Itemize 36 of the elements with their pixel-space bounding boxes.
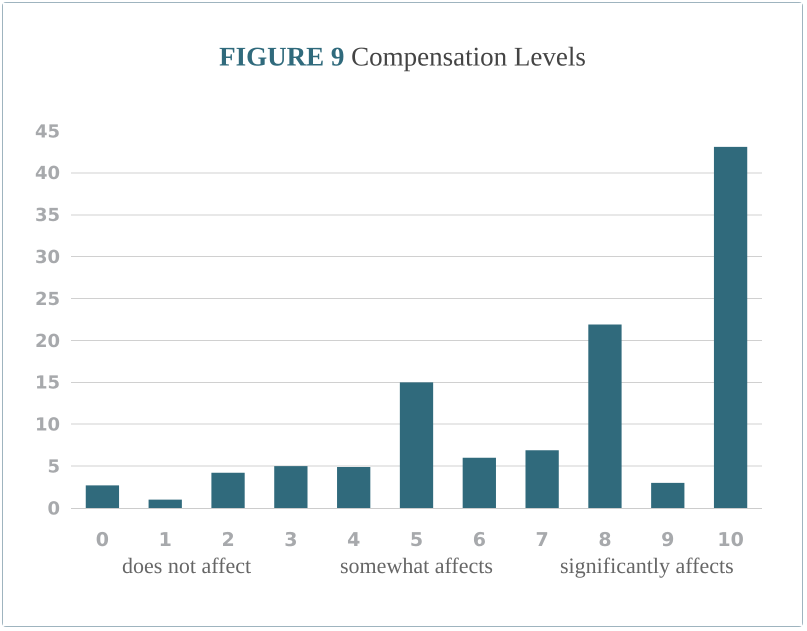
x-tick-label: 7 [536,528,549,551]
bar [714,146,748,508]
text: somewhat affects [340,553,493,578]
bar [211,472,245,508]
x-tick-label: 5 [410,528,424,551]
x-tick-label: 8 [598,528,612,551]
x-tick-label: 2 [221,528,235,551]
x-tick-label: 10 [717,528,744,551]
bar [86,485,120,508]
bar [337,466,370,508]
bar [588,324,622,508]
bar [525,450,559,508]
y-tick-label: 30 [34,246,60,268]
y-tick-label: 25 [34,288,60,310]
y-tick-label: 5 [47,456,60,478]
bar [274,466,308,508]
x-tick-label: 6 [472,528,486,551]
bar [148,500,182,508]
bar [651,482,684,508]
text: does not affect [122,553,252,578]
y-tick-label: 35 [34,205,60,226]
x-tick-label: 0 [96,528,110,551]
y-tick-label: 45 [34,121,60,142]
x-tick-label: 4 [347,528,360,551]
chart-title: FIGURE 9 Compensation Levels [219,41,586,72]
bar [400,382,434,508]
y-tick-label: 0 [47,498,60,520]
y-tick-label: 10 [34,414,60,436]
y-tick-label: 20 [34,330,60,352]
x-tick-label: 3 [284,528,298,551]
x-tick-label: 9 [661,528,674,551]
y-tick-label: 40 [34,163,60,184]
text: significantly affects [560,553,734,578]
y-tick-label: 15 [34,372,60,394]
x-tick-label: 1 [158,528,172,551]
bar [462,458,496,508]
